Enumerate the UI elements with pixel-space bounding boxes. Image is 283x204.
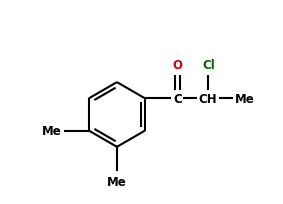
Text: Me: Me	[107, 175, 127, 188]
Text: Me: Me	[235, 92, 255, 105]
Text: C: C	[173, 92, 182, 105]
Text: O: O	[172, 59, 182, 72]
Text: CH: CH	[199, 92, 217, 105]
Text: Cl: Cl	[202, 59, 215, 72]
Text: Me: Me	[42, 124, 62, 137]
